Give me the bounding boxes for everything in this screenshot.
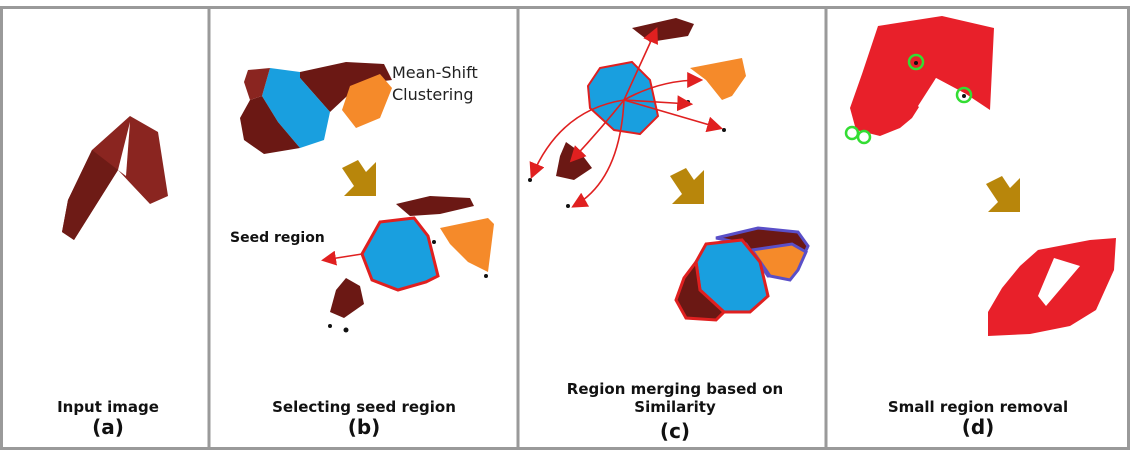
caption-c-letter: (c) — [659, 419, 691, 443]
caption-a: Input image (a) — [10, 398, 206, 438]
caption-d: Small region removal (d) — [830, 398, 1126, 438]
small-region-circle-icon — [955, 86, 973, 104]
caption-b-letter: (b) — [347, 415, 381, 439]
seed-selection-b — [321, 196, 494, 333]
cleaned-result-d — [988, 238, 1116, 336]
flow-arrow-icon — [342, 160, 376, 196]
input-region-image — [62, 116, 168, 240]
red-regions-d — [844, 16, 994, 145]
merged-result-c — [674, 226, 810, 322]
caption-c-title: Region merging based on Similarity — [566, 380, 784, 416]
gold-arrows — [342, 160, 1020, 212]
caption-c: Region merging based on Similarity (c) — [540, 380, 810, 442]
caption-d-letter: (d) — [961, 415, 995, 439]
flow-arrow-icon — [986, 176, 1020, 212]
small-region-circle-icon — [907, 53, 925, 71]
clustered-regions-b — [240, 62, 392, 154]
mean-shift-label: Mean-Shift Clustering — [392, 63, 478, 104]
caption-a-title: Input image — [57, 398, 159, 416]
panel-borders — [0, 6, 1130, 450]
caption-b-title: Selecting seed region — [272, 398, 456, 416]
caption-b: Selecting seed region (b) — [212, 398, 516, 438]
caption-a-letter: (a) — [92, 415, 124, 439]
flow-arrow-icon — [670, 168, 704, 204]
seed-region-label: Seed region — [230, 230, 325, 246]
caption-d-title: Small region removal — [887, 398, 1069, 416]
small-region-circle-icon — [856, 129, 872, 145]
merging-regions-c — [528, 18, 746, 208]
small-region-circle-icon — [844, 125, 860, 141]
